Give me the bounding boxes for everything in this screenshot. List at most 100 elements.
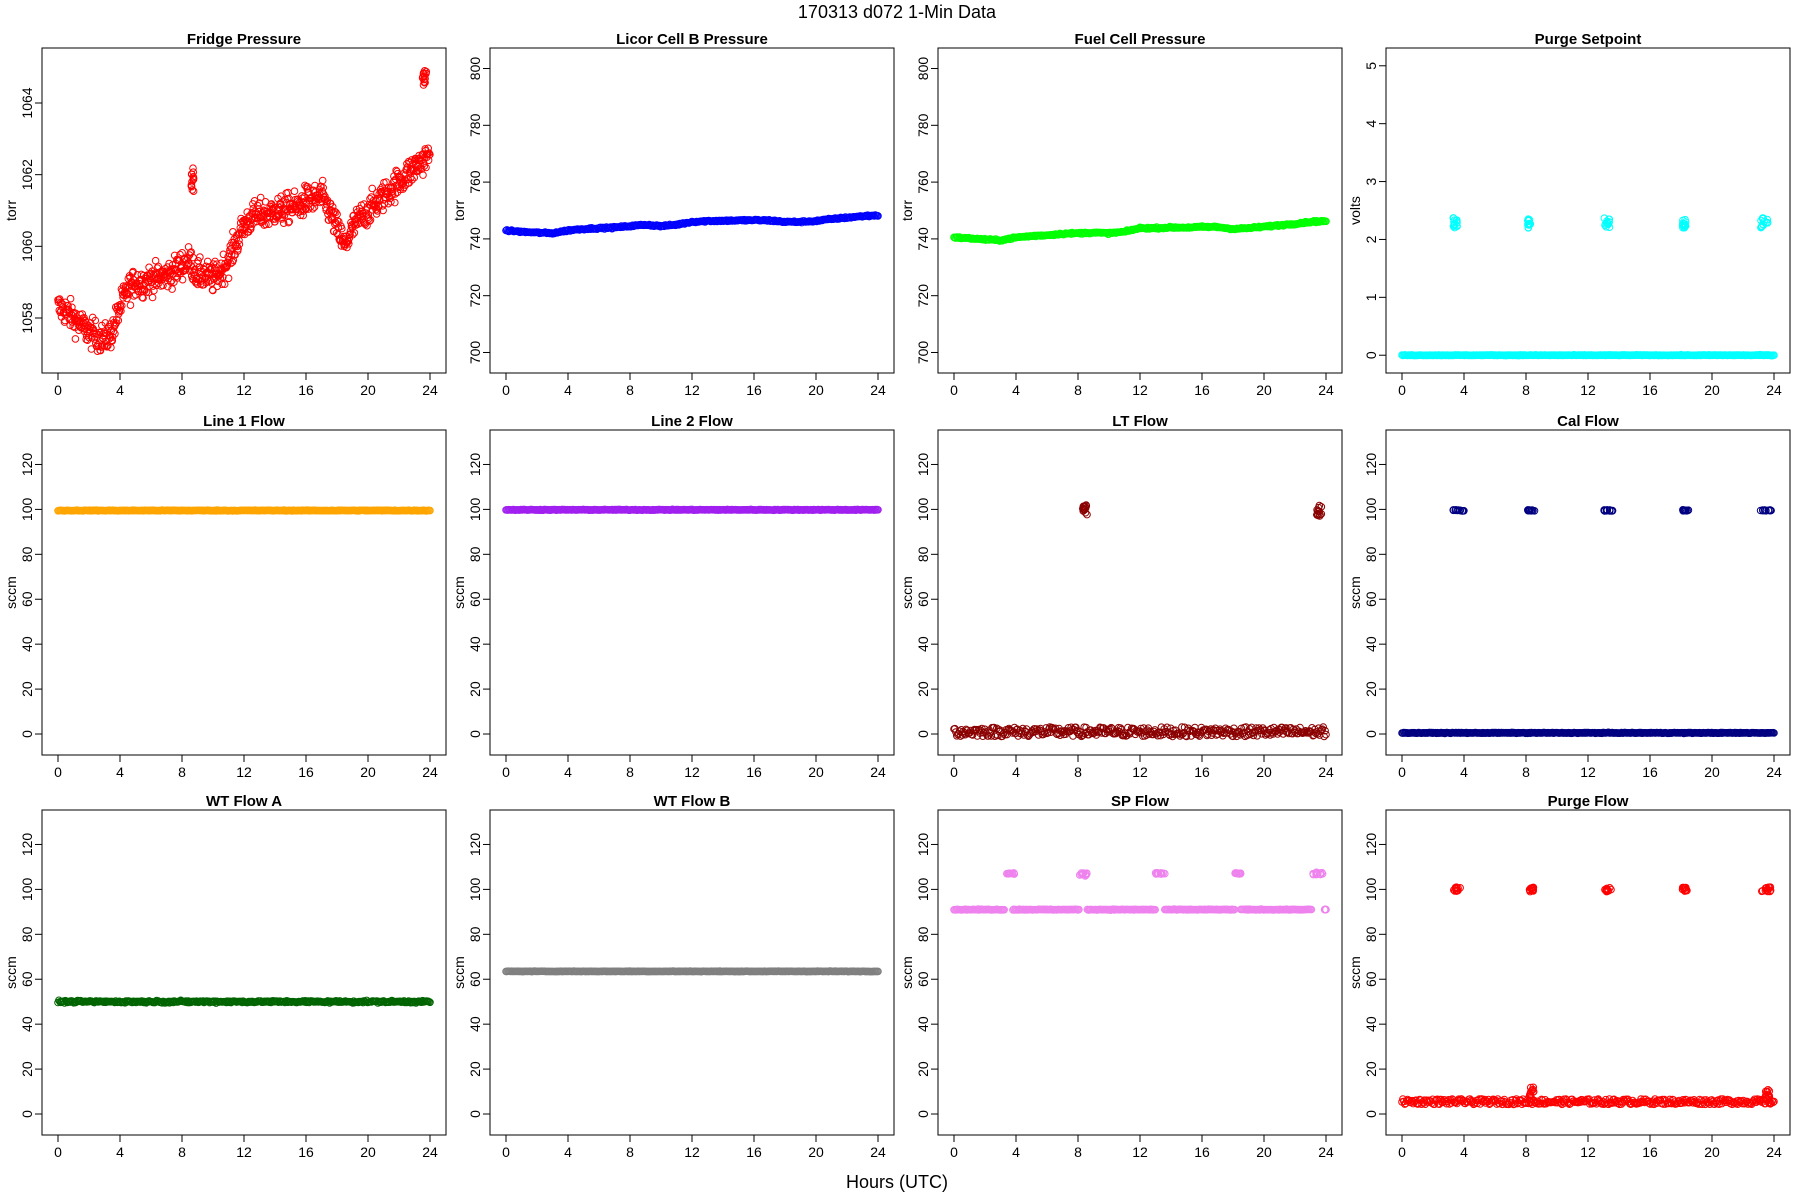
y-tick-label: 40 — [1363, 636, 1379, 652]
y-tick-label: 20 — [467, 1061, 483, 1077]
data-point — [1257, 726, 1265, 735]
data-point — [365, 217, 374, 225]
x-tick-label: 0 — [502, 764, 510, 780]
x-tick-label: 8 — [1074, 764, 1082, 780]
y-tick-label: 20 — [1363, 681, 1379, 697]
data-point — [418, 74, 427, 82]
panel-title: Cal Flow — [1557, 413, 1619, 430]
data-point — [141, 286, 149, 295]
data-point — [373, 207, 382, 215]
data-point — [78, 310, 87, 318]
data-point — [420, 78, 428, 86]
data-point — [262, 220, 270, 229]
y-tick-label: 80 — [467, 546, 483, 562]
data-point — [148, 293, 157, 302]
data-point — [309, 205, 317, 213]
data-point — [225, 249, 234, 258]
x-tick-label: 8 — [626, 764, 634, 780]
x-tick-label: 16 — [298, 764, 314, 780]
y-tick-label: 100 — [1363, 497, 1379, 521]
y-tick-label: 20 — [19, 1061, 35, 1077]
data-point — [346, 230, 354, 239]
panel-title: Fridge Pressure — [187, 31, 301, 48]
x-tick-label: 0 — [1398, 764, 1406, 780]
x-tick-label: 0 — [950, 1144, 958, 1160]
figure-xlabel: Hours (UTC) — [846, 1172, 948, 1192]
plot-frame — [41, 809, 447, 1136]
y-tick-label: 80 — [467, 926, 483, 942]
data-point — [1763, 218, 1772, 227]
data-point — [335, 217, 343, 226]
data-point — [189, 175, 198, 184]
data-point — [226, 246, 234, 254]
y-tick-label: 1064 — [19, 87, 35, 118]
data-point — [1073, 728, 1081, 736]
data-point — [167, 278, 175, 286]
y-tick-label: 60 — [915, 591, 931, 607]
y-tick-label: 40 — [915, 636, 931, 652]
x-tick-label: 16 — [1642, 382, 1658, 398]
x-tick-label: 0 — [950, 382, 958, 398]
data-point — [318, 176, 327, 185]
y-tick-label: 0 — [915, 730, 931, 738]
data-points — [54, 67, 434, 356]
x-tick-label: 12 — [1132, 382, 1148, 398]
x-tick-label: 4 — [564, 1144, 572, 1160]
data-point — [100, 342, 108, 350]
data-point — [142, 274, 150, 283]
data-point — [329, 208, 338, 217]
data-point — [231, 251, 239, 259]
data-point — [420, 162, 429, 170]
data-point — [285, 217, 294, 226]
y-axis-label: sccm — [3, 956, 19, 989]
data-point — [966, 726, 975, 735]
x-tick-label: 24 — [422, 1144, 438, 1160]
data-point — [874, 212, 882, 220]
data-point — [410, 173, 419, 182]
data-point — [1758, 222, 1766, 230]
data-point — [1604, 220, 1613, 228]
x-tick-label: 8 — [178, 1144, 186, 1160]
data-point — [269, 205, 278, 213]
x-tick-label: 24 — [422, 764, 438, 780]
data-point — [144, 288, 153, 297]
data-point — [391, 190, 400, 198]
data-point — [421, 78, 429, 87]
x-tick-label: 4 — [116, 764, 124, 780]
data-point — [1181, 732, 1190, 740]
data-point — [1524, 223, 1533, 232]
data-point — [218, 280, 226, 289]
x-tick-label: 4 — [564, 764, 572, 780]
data-point — [387, 191, 396, 200]
panel-title: LT Flow — [1112, 413, 1168, 430]
data-points — [54, 996, 434, 1007]
data-point — [1185, 727, 1194, 736]
y-tick-label: 120 — [467, 453, 483, 477]
data-point — [257, 218, 266, 227]
data-point — [426, 150, 434, 159]
y-tick-label: 80 — [19, 926, 35, 942]
data-point — [419, 171, 427, 179]
data-point — [310, 203, 319, 211]
x-tick-label: 20 — [360, 764, 376, 780]
x-tick-label: 20 — [360, 382, 376, 398]
x-tick-label: 24 — [1318, 764, 1334, 780]
y-tick-label: 0 — [467, 730, 483, 738]
x-tick-label: 0 — [502, 382, 510, 398]
x-tick-label: 20 — [808, 764, 824, 780]
data-point — [1163, 723, 1171, 732]
data-point — [1187, 732, 1195, 740]
data-point — [348, 230, 357, 239]
data-point — [1253, 732, 1261, 740]
y-tick-label: 800 — [915, 57, 931, 81]
y-tick-label: 700 — [915, 341, 931, 365]
x-tick-label: 4 — [1012, 382, 1020, 398]
panel-title: Line 2 Flow — [651, 413, 733, 430]
data-point — [130, 292, 138, 300]
y-tick-label: 0 — [1363, 351, 1379, 359]
x-tick-label: 4 — [116, 382, 124, 398]
